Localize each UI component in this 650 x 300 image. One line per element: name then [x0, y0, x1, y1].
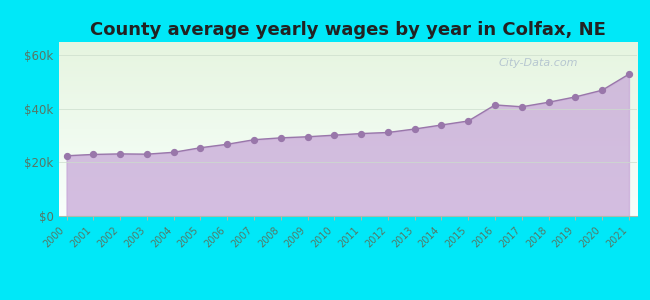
Point [61, 153, 72, 158]
Title: County average yearly wages by year in Colfax, NE: County average yearly wages by year in C… [90, 21, 606, 39]
Point [115, 152, 125, 156]
Point [356, 131, 367, 136]
Point [436, 123, 447, 128]
Point [410, 127, 420, 131]
Point [517, 104, 527, 109]
Point [463, 118, 473, 123]
Point [142, 152, 152, 157]
Point [624, 72, 634, 76]
Point [276, 135, 286, 140]
Text: City-Data.com: City-Data.com [498, 58, 578, 68]
Point [383, 130, 393, 135]
Point [195, 145, 205, 150]
Point [302, 134, 313, 139]
Point [168, 150, 179, 155]
Point [543, 100, 554, 105]
Point [570, 94, 580, 99]
Point [490, 103, 501, 107]
Point [88, 152, 99, 157]
Point [597, 88, 607, 93]
Point [222, 142, 233, 147]
Point [249, 137, 259, 142]
Point [329, 133, 339, 138]
